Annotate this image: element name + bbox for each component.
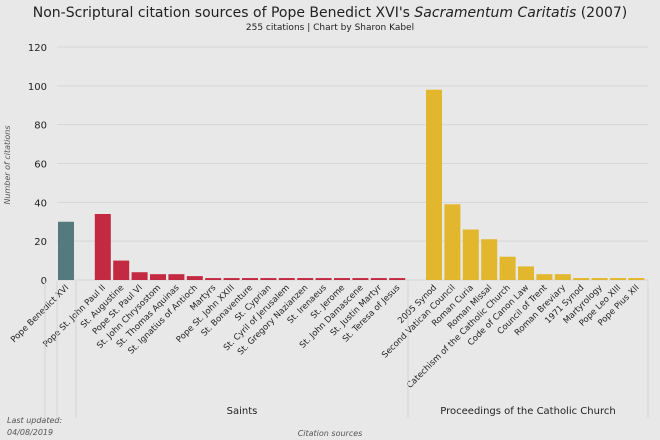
- bar: [297, 278, 314, 280]
- panel-dividers: Saints Proceedings of the Catholic Church: [44, 281, 649, 418]
- y-axis-title: Number of citations: [3, 125, 12, 204]
- bar: [462, 229, 479, 280]
- bar: [610, 278, 626, 280]
- y-tick-label: 100: [28, 82, 47, 93]
- y-tick-label: 60: [34, 160, 47, 171]
- bar: [150, 274, 166, 280]
- panel-label: Proceedings of the Catholic Church: [440, 406, 615, 417]
- bar: [315, 278, 332, 280]
- panel-label: Saints: [227, 406, 258, 417]
- bar: [352, 278, 369, 280]
- bar: [186, 276, 203, 280]
- bar: [554, 274, 571, 280]
- bar: [370, 278, 387, 280]
- bar: [628, 278, 645, 280]
- bar: [242, 278, 258, 280]
- last-updated-date: 04/08/2019: [7, 428, 53, 437]
- chart-title: Non-Scriptural citation sources of Pope …: [33, 5, 628, 21]
- bar: [260, 278, 277, 280]
- y-tick-label: 20: [34, 237, 47, 248]
- bar: [205, 278, 222, 280]
- bar: [58, 221, 74, 280]
- bar: [573, 278, 590, 280]
- y-tick-label: 40: [34, 198, 47, 209]
- bar: [223, 278, 240, 280]
- bar: [168, 274, 185, 280]
- y-tick-label: 80: [34, 121, 47, 132]
- bar: [444, 204, 461, 280]
- bar: [536, 274, 553, 280]
- bar: [113, 260, 130, 280]
- bar: [94, 213, 111, 280]
- x-axis-title: Citation sources: [298, 429, 363, 438]
- chart-subtitle: 255 citations | Chart by Sharon Kabel: [246, 23, 414, 33]
- y-tick-label: 0: [41, 276, 47, 287]
- bars: [58, 89, 645, 280]
- bar: [278, 278, 295, 280]
- y-tick-label: 120: [28, 43, 47, 54]
- bar: [131, 272, 148, 280]
- last-updated-label: Last updated:: [7, 416, 62, 425]
- bar: [334, 278, 350, 280]
- bar: [389, 278, 406, 280]
- bar: [499, 256, 516, 280]
- bar: [518, 266, 534, 280]
- bar: [481, 239, 498, 280]
- bar: [591, 278, 608, 280]
- bar: [426, 89, 442, 280]
- gridlines: 0 20 40 60 80 100 120: [28, 43, 648, 287]
